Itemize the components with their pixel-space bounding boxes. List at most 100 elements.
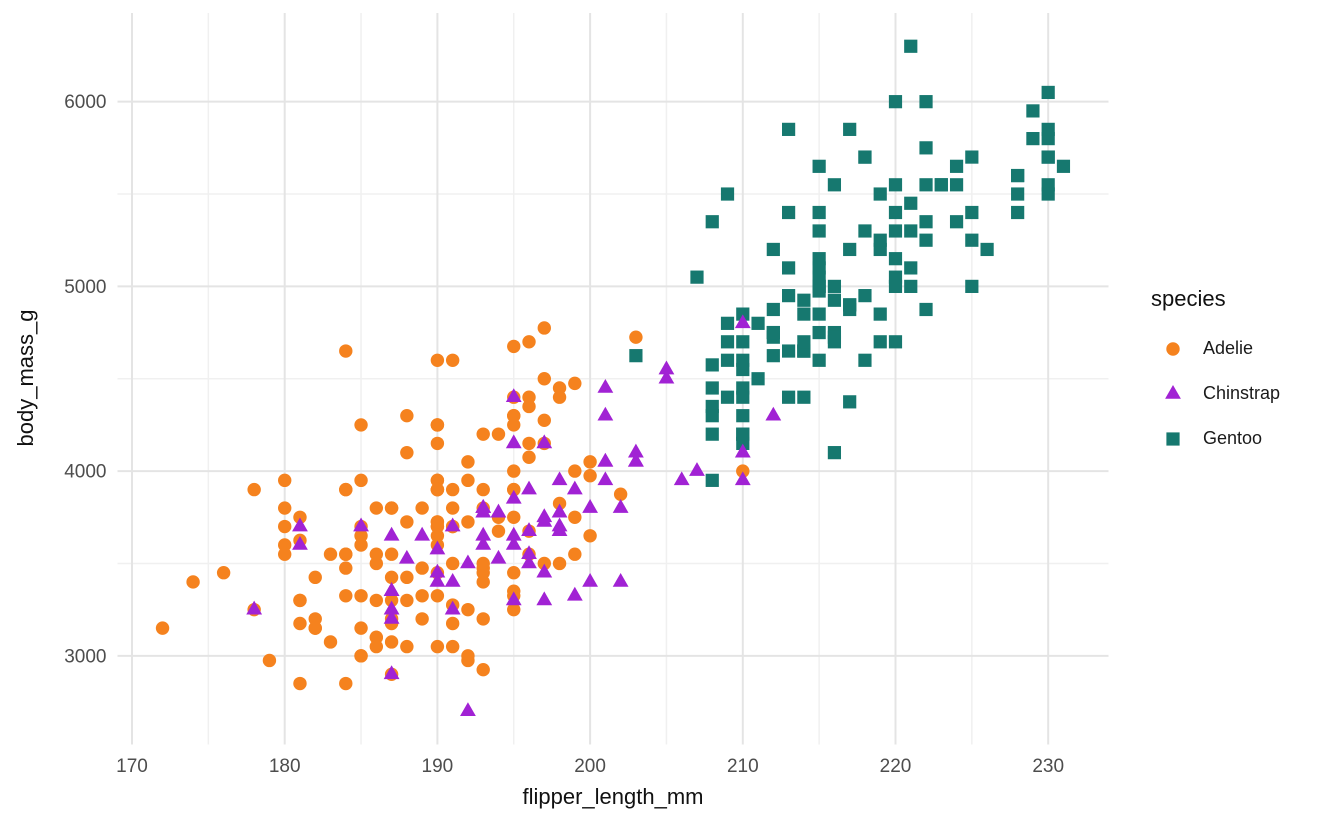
data-point-adelie bbox=[384, 593, 399, 608]
data-point-adelie bbox=[522, 450, 536, 464]
data-point-adelie bbox=[400, 593, 414, 608]
data-point-adelie bbox=[507, 566, 521, 580]
data-point-chinstrap bbox=[383, 526, 400, 541]
data-point-gentoo bbox=[888, 205, 903, 220]
data-point-adelie bbox=[568, 464, 582, 478]
data-point-gentoo bbox=[873, 307, 887, 321]
data-point-gentoo bbox=[812, 261, 826, 275]
data-point-adelie bbox=[445, 482, 460, 497]
data-point-adelie bbox=[323, 635, 338, 649]
data-point-adelie bbox=[354, 649, 368, 663]
data-point-chinstrap bbox=[551, 503, 568, 518]
data-point-chinstrap bbox=[536, 434, 553, 449]
data-point-adelie bbox=[491, 427, 506, 441]
data-point-gentoo bbox=[1026, 132, 1040, 146]
data-point-adelie bbox=[339, 676, 353, 691]
data-point-gentoo bbox=[751, 316, 765, 330]
data-point-chinstrap bbox=[414, 526, 431, 541]
data-point-gentoo bbox=[827, 330, 842, 344]
data-point-adelie bbox=[278, 519, 292, 534]
data-point-adelie bbox=[339, 561, 353, 575]
data-point-adelie bbox=[507, 339, 521, 354]
data-point-chinstrap bbox=[628, 452, 644, 467]
data-point-gentoo bbox=[949, 159, 964, 173]
data-point-adelie bbox=[308, 612, 322, 626]
legend-item-gentoo: Gentoo bbox=[1148, 416, 1344, 461]
data-point-adelie bbox=[613, 487, 628, 501]
data-point-gentoo bbox=[782, 261, 796, 275]
x-tick-label: 170 bbox=[116, 756, 148, 777]
data-point-gentoo bbox=[736, 353, 750, 367]
data-point-adelie bbox=[354, 589, 368, 603]
data-point-gentoo bbox=[949, 215, 964, 229]
data-point-gentoo bbox=[1056, 159, 1071, 173]
data-point-gentoo bbox=[812, 224, 826, 238]
data-point-gentoo bbox=[705, 473, 719, 487]
data-point-chinstrap bbox=[444, 600, 461, 615]
data-point-adelie bbox=[384, 570, 399, 585]
data-point-adelie bbox=[339, 344, 353, 358]
data-point-chinstrap bbox=[566, 480, 583, 495]
x-tick-label: 210 bbox=[727, 756, 759, 777]
data-point-adelie bbox=[583, 469, 597, 483]
x-tick-label: 230 bbox=[1032, 756, 1064, 777]
data-point-adelie bbox=[476, 556, 490, 571]
data-point-adelie bbox=[415, 501, 429, 515]
legend-item-chinstrap: Chinstrap bbox=[1148, 371, 1344, 416]
data-point-adelie bbox=[354, 529, 368, 543]
data-point-gentoo bbox=[705, 409, 719, 423]
data-point-adelie bbox=[430, 639, 445, 654]
data-point-gentoo bbox=[888, 252, 903, 266]
data-point-gentoo bbox=[873, 233, 887, 247]
data-point-adelie bbox=[247, 482, 261, 497]
data-point-chinstrap bbox=[521, 522, 537, 536]
data-point-gentoo bbox=[736, 335, 750, 349]
data-point-gentoo bbox=[1011, 168, 1025, 183]
adelie-circle-icon bbox=[1166, 341, 1180, 356]
data-point-gentoo bbox=[720, 353, 735, 367]
data-point-chinstrap bbox=[429, 572, 446, 587]
data-point-chinstrap bbox=[551, 522, 568, 536]
data-point-gentoo bbox=[797, 307, 811, 321]
data-point-chinstrap bbox=[536, 591, 553, 606]
data-point-adelie bbox=[293, 593, 307, 608]
data-point-adelie bbox=[736, 464, 750, 478]
data-point-adelie bbox=[445, 639, 460, 654]
data-point-chinstrap bbox=[734, 443, 751, 458]
data-point-gentoo bbox=[812, 353, 826, 367]
data-point-chinstrap bbox=[246, 600, 263, 615]
data-point-gentoo bbox=[827, 178, 842, 192]
data-point-gentoo bbox=[705, 427, 719, 441]
data-point-chinstrap bbox=[612, 572, 629, 587]
data-point-adelie bbox=[507, 584, 521, 598]
x-tick-label: 200 bbox=[574, 756, 606, 777]
data-point-adelie bbox=[461, 473, 475, 488]
data-point-adelie bbox=[476, 612, 490, 626]
data-point-adelie bbox=[507, 602, 521, 617]
data-point-adelie bbox=[552, 381, 567, 395]
data-point-chinstrap bbox=[597, 452, 614, 467]
data-point-chinstrap bbox=[444, 572, 461, 587]
data-point-adelie bbox=[507, 510, 521, 524]
data-point-gentoo bbox=[690, 270, 704, 284]
data-point-gentoo bbox=[949, 178, 964, 192]
legend-marker-adelie bbox=[1166, 341, 1180, 356]
data-point-gentoo bbox=[888, 178, 903, 192]
data-point-gentoo bbox=[827, 293, 842, 307]
data-point-adelie bbox=[507, 418, 521, 432]
x-tick-label: 180 bbox=[269, 756, 301, 777]
data-point-chinstrap bbox=[383, 582, 400, 596]
data-point-gentoo bbox=[1041, 187, 1055, 201]
data-point-gentoo bbox=[858, 150, 872, 164]
data-point-adelie bbox=[339, 547, 353, 561]
data-point-gentoo bbox=[812, 307, 826, 321]
data-point-adelie bbox=[430, 529, 445, 543]
y-axis-title: body_mass_g bbox=[13, 309, 38, 447]
data-point-chinstrap bbox=[505, 536, 522, 550]
data-point-adelie bbox=[415, 589, 429, 603]
data-point-gentoo bbox=[736, 409, 750, 423]
data-point-adelie bbox=[445, 616, 460, 631]
data-point-gentoo bbox=[965, 233, 979, 247]
data-point-adelie bbox=[369, 593, 384, 608]
data-point-adelie bbox=[522, 399, 536, 414]
